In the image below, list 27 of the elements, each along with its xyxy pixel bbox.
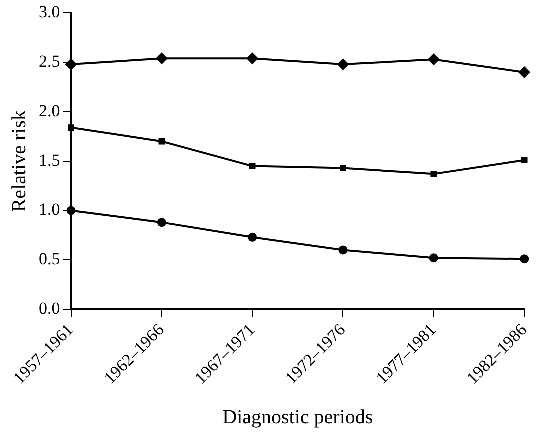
- point: [249, 163, 256, 170]
- point: [429, 254, 438, 263]
- point: [156, 52, 168, 65]
- y-tick-label: 3.0: [39, 2, 60, 22]
- point: [248, 232, 258, 242]
- y-axis-title: Relative risk: [8, 110, 30, 212]
- y-tick-label: 0.0: [39, 298, 60, 318]
- y-tick-label: 1.5: [39, 150, 60, 170]
- x-axis-title: Diagnostic periods: [222, 406, 374, 428]
- y-tick-label: 2.0: [39, 101, 60, 120]
- point: [518, 66, 531, 78]
- point: [340, 165, 346, 172]
- point: [68, 124, 74, 131]
- point: [520, 254, 530, 264]
- point: [428, 54, 440, 66]
- point: [521, 157, 528, 164]
- point: [157, 218, 166, 228]
- point: [338, 246, 348, 255]
- point: [66, 206, 76, 216]
- point: [158, 138, 166, 145]
- y-tick-label: 1.0: [39, 200, 60, 220]
- point: [430, 171, 438, 178]
- y-tick-label: 0.5: [39, 250, 60, 269]
- point: [65, 58, 78, 71]
- point: [246, 52, 259, 65]
- point: [337, 58, 350, 71]
- y-tick-label: 2.5: [39, 52, 60, 72]
